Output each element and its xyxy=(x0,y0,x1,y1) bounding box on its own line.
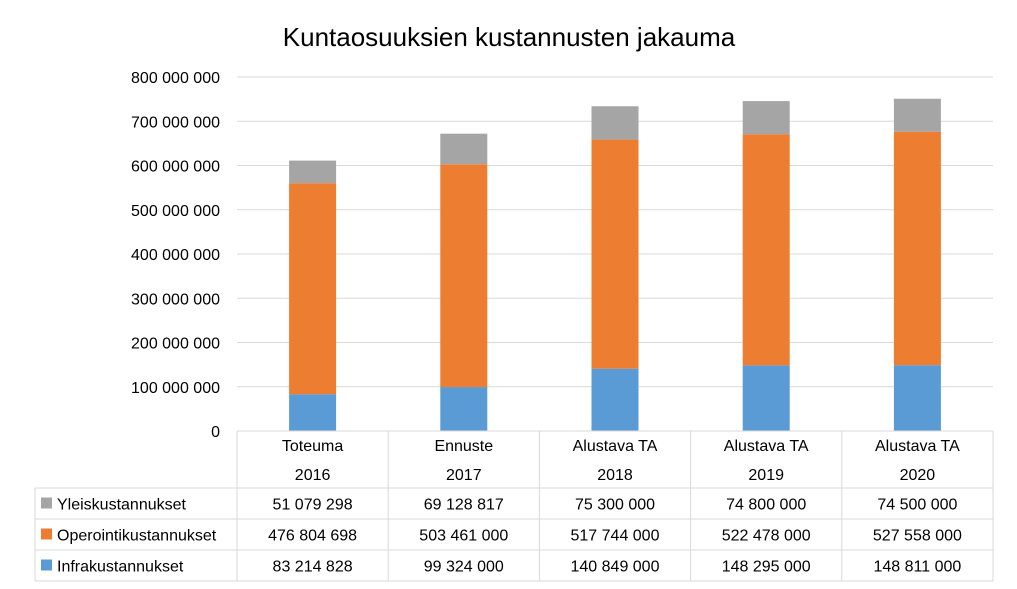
bar-segment xyxy=(440,164,488,388)
data-label: 75 300 000 xyxy=(575,497,655,514)
bar-segment xyxy=(742,365,790,431)
bar-segment xyxy=(591,368,639,431)
legend-label: Yleiskustannukset xyxy=(57,497,187,514)
y-tick-label: 800 000 000 xyxy=(131,70,220,87)
bar-segment xyxy=(893,131,941,366)
category-label: Ennuste xyxy=(434,438,493,455)
bar-segment xyxy=(591,106,639,140)
y-tick-label: 200 000 000 xyxy=(131,336,220,353)
data-label: 148 295 000 xyxy=(722,559,811,576)
data-label: 527 558 000 xyxy=(873,528,962,545)
y-axis: 0 100 000 000 200 000 000 300 000 000 400 00… xyxy=(131,70,220,441)
legend-swatch xyxy=(41,559,52,571)
data-label: 503 461 000 xyxy=(419,528,508,545)
data-label: 476 804 698 xyxy=(268,528,357,545)
data-label: 517 744 000 xyxy=(571,528,660,545)
legend-swatch xyxy=(41,497,52,509)
data-label: 51 079 298 xyxy=(273,497,353,514)
legend-label: Operointikustannukset xyxy=(57,528,217,545)
data-label: 522 478 000 xyxy=(722,528,811,545)
y-tick-label: 500 000 000 xyxy=(131,203,220,220)
bars xyxy=(289,98,941,431)
bar-segment xyxy=(742,101,790,135)
data-label: 69 128 817 xyxy=(424,497,504,514)
category-label: 2019 xyxy=(748,467,784,484)
y-tick-label: 0 xyxy=(211,424,220,441)
category-label: 2020 xyxy=(900,467,936,484)
legend-swatch xyxy=(41,528,52,540)
y-tick-label: 600 000 000 xyxy=(131,159,220,176)
data-label: 83 214 828 xyxy=(273,559,353,576)
bar-segment xyxy=(742,134,790,366)
y-tick-label: 100 000 000 xyxy=(131,380,220,397)
data-label: 74 800 000 xyxy=(726,497,806,514)
bar-segment xyxy=(289,394,337,431)
y-tick-label: 400 000 000 xyxy=(131,247,220,264)
data-table: Toteuma 2016 Ennuste 2017 Alustava TA 2018 Alu… xyxy=(34,430,994,582)
bar-segment xyxy=(893,98,941,132)
category-label: Alustava TA xyxy=(875,438,960,455)
bar-segment xyxy=(893,365,941,431)
bar-segment xyxy=(591,139,639,369)
bar-segment xyxy=(440,133,488,165)
chart-title: Kuntaosuuksien kustannusten jakauma xyxy=(283,22,736,52)
category-label: Alustava TA xyxy=(573,438,658,455)
category-label: 2017 xyxy=(446,467,482,484)
y-tick-label: 700 000 000 xyxy=(131,114,220,131)
legend-label: Infrakustannukset xyxy=(57,559,184,576)
data-label: 140 849 000 xyxy=(571,559,660,576)
category-label: 2018 xyxy=(597,467,633,484)
data-label: 148 811 000 xyxy=(874,559,962,576)
category-label: Alustava TA xyxy=(724,438,809,455)
data-label: 99 324 000 xyxy=(424,559,504,576)
data-label: 74 500 000 xyxy=(877,497,957,514)
bar-segment xyxy=(289,160,337,184)
bar-segment xyxy=(440,387,488,431)
category-label: 2016 xyxy=(295,467,331,484)
category-label: Toteuma xyxy=(282,438,343,455)
bar-segment xyxy=(289,183,337,395)
y-tick-label: 300 000 000 xyxy=(131,291,220,308)
